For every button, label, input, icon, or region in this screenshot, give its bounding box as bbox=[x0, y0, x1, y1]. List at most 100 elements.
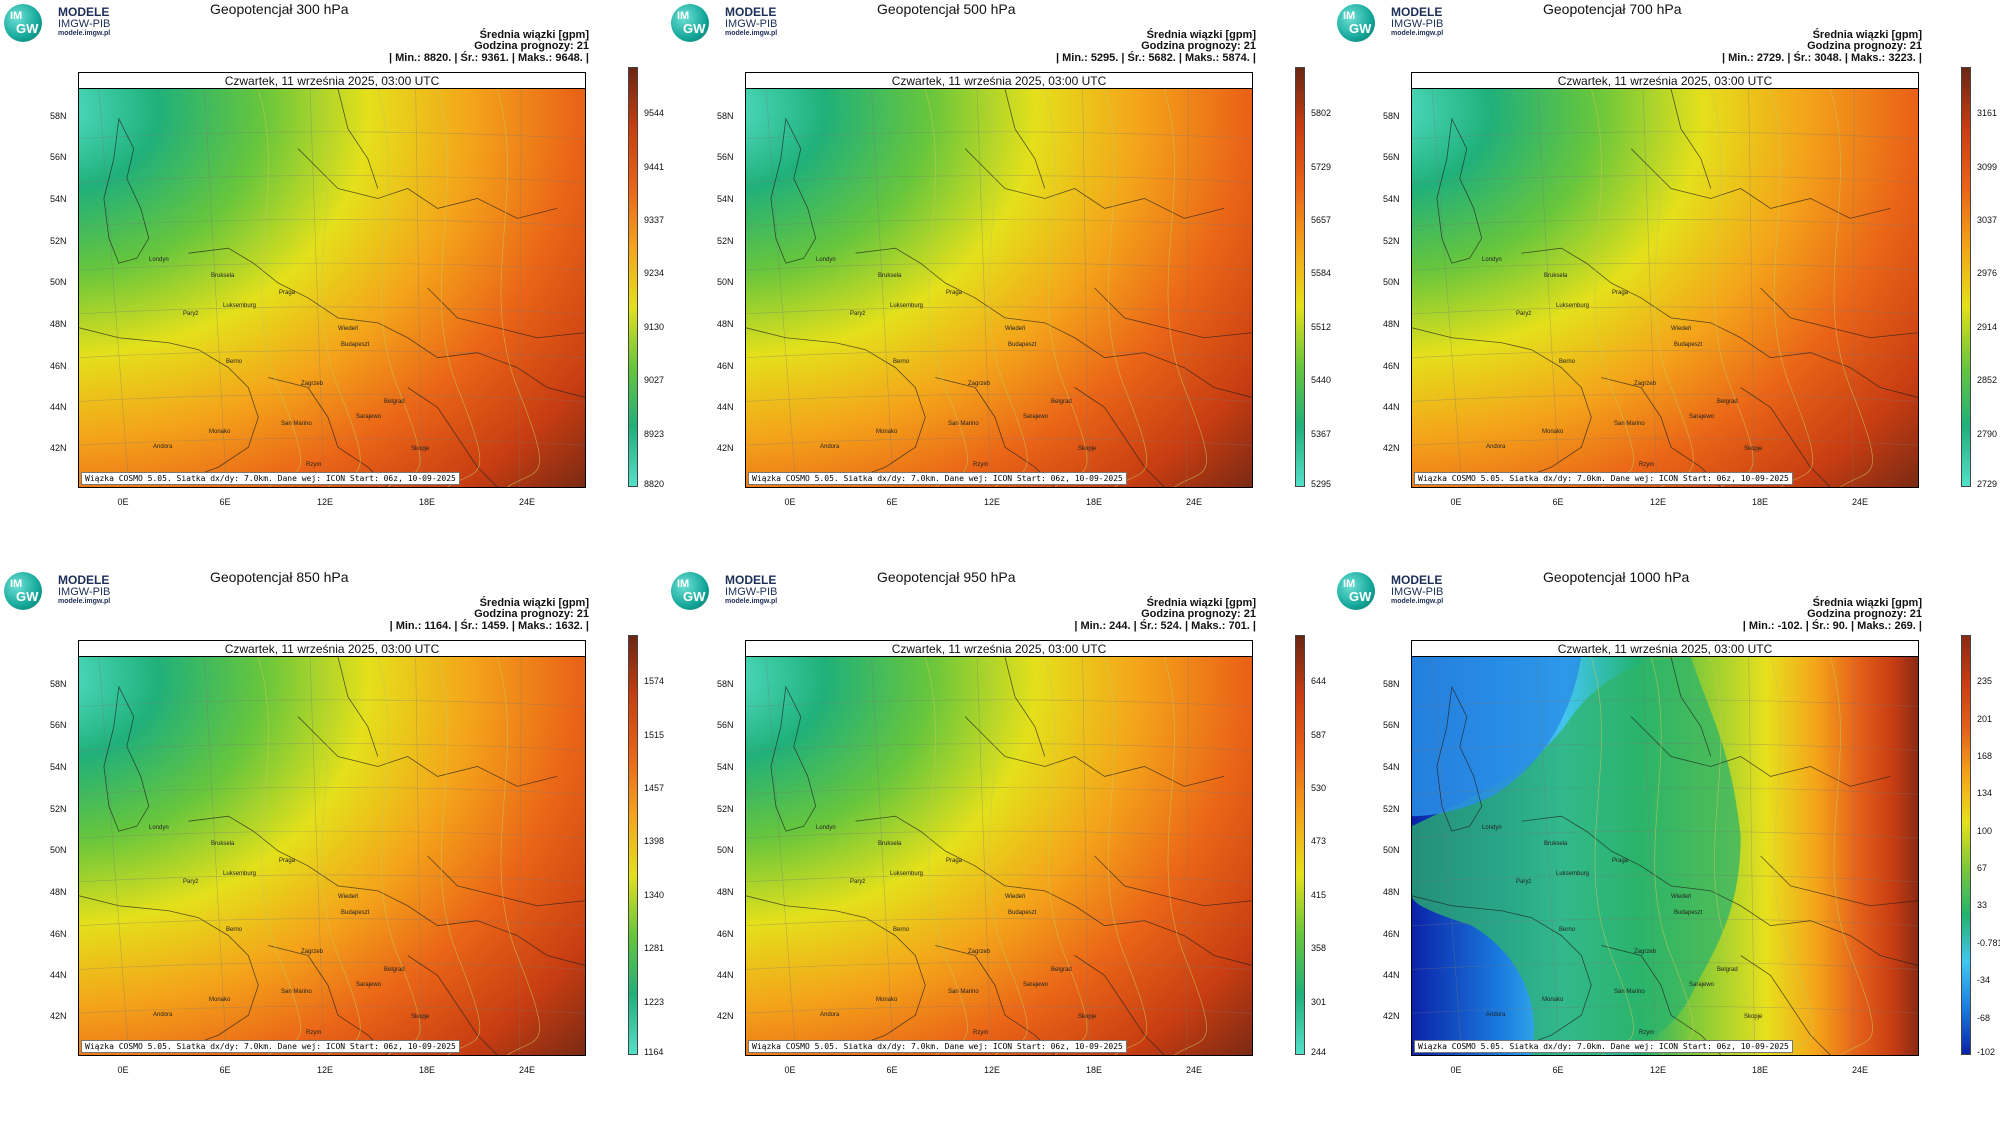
longitude-tick: 24E bbox=[518, 497, 536, 507]
colorbar-tick: 473 bbox=[1311, 836, 1327, 847]
longitude-tick: 18E bbox=[1751, 497, 1769, 507]
meridian-line bbox=[309, 89, 325, 487]
map-panel: IM GW MODELE IMGW-PIB modele.imgw.pl Geopoten… bbox=[667, 568, 1334, 1136]
latitude-tick: 48N bbox=[717, 887, 734, 897]
colorbar-tick: 3037 bbox=[1977, 215, 1998, 225]
logo-subtitle: IMGW-PIB bbox=[725, 18, 778, 30]
city-label: Paryż bbox=[183, 879, 199, 885]
parallel-line bbox=[79, 306, 585, 315]
city-label: Luksemburg bbox=[223, 871, 257, 877]
parallel-line bbox=[79, 743, 585, 751]
city-label: Rzym bbox=[973, 1030, 989, 1036]
city-label: Berno bbox=[893, 359, 910, 365]
city-label: Luksemburg bbox=[890, 871, 924, 877]
geopotential-map: Londyn Paryż Bruksela Luksemburg Praga Wiedeń… bbox=[745, 88, 1253, 488]
colorbar-tick: 1515 bbox=[644, 729, 665, 740]
city-label: Sarajewo bbox=[1689, 982, 1715, 988]
contour-line bbox=[1164, 89, 1207, 487]
city-label: Bruksela bbox=[211, 273, 235, 279]
panel-title: Geopotencjał 500 hPa bbox=[877, 1, 1016, 17]
latitude-tick: 42N bbox=[50, 1011, 67, 1021]
valid-date: Czwartek, 11 września 2025, 03:00 UTC bbox=[78, 72, 586, 88]
latitude-tick: 58N bbox=[50, 679, 67, 689]
logo-url: modele.imgw.pl bbox=[725, 30, 778, 37]
colorbar bbox=[1295, 67, 1305, 487]
city-label: Praga bbox=[1612, 858, 1629, 864]
city-label: Skopje bbox=[1744, 1014, 1763, 1020]
valid-date: Czwartek, 11 września 2025, 03:00 UTC bbox=[1411, 640, 1919, 656]
units-label: Średnia wiązki [gpm] bbox=[479, 597, 589, 609]
latitude-tick: 54N bbox=[50, 762, 67, 772]
stats-line: | Min.: 244. | Śr.: 524. | Maks.: 701. | bbox=[1074, 620, 1256, 632]
model-info-footer: Wiązka COSMO 5.05. Siatka dx/dy: 7.0km. … bbox=[81, 472, 460, 485]
latitude-tick: 56N bbox=[1383, 720, 1400, 730]
longitude-tick: 12E bbox=[1649, 1065, 1667, 1075]
city-label: San Marino bbox=[1614, 421, 1645, 427]
meridian-line bbox=[976, 657, 992, 1055]
colorbar-tick: 5729 bbox=[1311, 161, 1332, 172]
parallel-line bbox=[746, 1005, 1252, 1014]
border-line bbox=[1412, 895, 1592, 1051]
latitude-tick: 52N bbox=[1383, 804, 1400, 814]
field-fill bbox=[746, 89, 1252, 487]
latitude-tick: 42N bbox=[1383, 443, 1400, 453]
logo-url: modele.imgw.pl bbox=[725, 598, 778, 605]
parallel-line bbox=[1412, 350, 1918, 358]
longitude-tick: 0E bbox=[784, 497, 796, 507]
latitude-tick: 52N bbox=[717, 236, 734, 246]
latitude-tick: 56N bbox=[1383, 152, 1400, 162]
border-line bbox=[1412, 327, 1592, 483]
longitude-tick: 0E bbox=[1450, 497, 1462, 507]
latitude-tick: 50N bbox=[717, 845, 734, 855]
border-line bbox=[103, 117, 150, 264]
city-label: Zagrzeb bbox=[301, 949, 324, 955]
border-line bbox=[297, 148, 558, 219]
logo-gw: GW bbox=[1349, 21, 1372, 36]
parallel-line bbox=[746, 131, 1252, 140]
colorbar-tick: 8923 bbox=[644, 428, 665, 439]
colorbar bbox=[628, 635, 638, 1055]
parallel-line bbox=[79, 787, 585, 795]
border-line bbox=[1521, 247, 1918, 398]
city-label: Berno bbox=[226, 927, 243, 933]
parallel-line bbox=[1412, 743, 1918, 751]
city-label: Monako bbox=[209, 997, 231, 1003]
logo-url: modele.imgw.pl bbox=[1391, 30, 1444, 37]
colorbar-tick: -34 bbox=[1977, 975, 1991, 986]
valid-date: Czwartek, 11 września 2025, 03:00 UTC bbox=[78, 640, 586, 656]
border-line bbox=[103, 685, 150, 832]
longitude-tick: 12E bbox=[983, 497, 1001, 507]
city-label: Berno bbox=[893, 927, 910, 933]
city-label: Skopje bbox=[411, 446, 430, 452]
latitude-tick: 52N bbox=[1383, 236, 1400, 246]
latitude-tick: 42N bbox=[717, 1011, 734, 1021]
stats-line: | Min.: 2729. | Śr.: 3048. | Maks.: 3223… bbox=[1721, 52, 1922, 64]
longitude-tick: 18E bbox=[1085, 497, 1103, 507]
city-label: San Marino bbox=[1614, 989, 1645, 995]
city-label: Luksemburg bbox=[1556, 871, 1590, 877]
city-label: Bruksela bbox=[878, 841, 902, 847]
latitude-tick: 56N bbox=[717, 152, 734, 162]
city-label: Rzym bbox=[306, 462, 322, 468]
logo-subtitle: IMGW-PIB bbox=[1391, 586, 1444, 598]
colorbar-tick: 8820 bbox=[644, 479, 665, 489]
border-line bbox=[1670, 657, 1712, 757]
contour-line bbox=[1830, 89, 1873, 487]
geopotential-map: Londyn Paryż Bruksela Luksemburg Praga Wiedeń… bbox=[1411, 656, 1919, 1056]
border-line bbox=[855, 815, 1252, 966]
latitude-tick: 54N bbox=[717, 762, 734, 772]
colorbar-tick: 9544 bbox=[644, 108, 665, 119]
latitude-tick: 42N bbox=[50, 443, 67, 453]
colorbar-tick: 100 bbox=[1977, 825, 1993, 836]
city-label: Skopje bbox=[1078, 446, 1097, 452]
logo-im: IM bbox=[1343, 10, 1356, 22]
logo-gw: GW bbox=[1349, 589, 1372, 604]
logo-title: MODELE bbox=[725, 573, 777, 587]
imgw-logo: IM GW MODELE IMGW-PIB modele.imgw.pl bbox=[671, 4, 821, 44]
colorbar-tick: 244 bbox=[1311, 1047, 1327, 1057]
longitude-tick: 24E bbox=[1185, 497, 1203, 507]
colorbar-tick: 587 bbox=[1311, 729, 1327, 740]
meridian-line bbox=[309, 657, 325, 1055]
city-label: San Marino bbox=[281, 421, 312, 427]
border-line bbox=[1630, 148, 1891, 219]
